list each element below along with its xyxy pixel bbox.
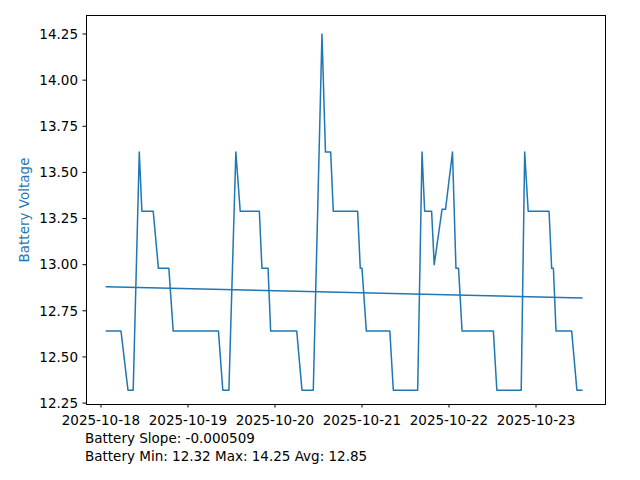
x-tick-label: 2025-10-21 xyxy=(323,412,401,428)
y-tick-label: 12.50 xyxy=(39,349,78,365)
voltage-line xyxy=(106,34,582,390)
trend-line xyxy=(106,287,582,298)
y-axis-label: Battery Voltage xyxy=(16,158,32,263)
battery-voltage-chart: 2025-10-18 2025-10-19 2025-10-20 2025-10-21… xyxy=(0,0,640,480)
y-tick-label: 13.75 xyxy=(39,118,78,134)
y-tick-label: 13.25 xyxy=(39,210,78,226)
x-tick-label: 2025-10-20 xyxy=(236,412,314,428)
x-tick-label: 2025-10-19 xyxy=(149,412,227,428)
x-tick-label: 2025-10-22 xyxy=(410,412,488,428)
y-tick-label: 13.00 xyxy=(39,256,78,272)
chart-canvas: 2025-10-18 2025-10-19 2025-10-20 2025-10-21… xyxy=(0,0,640,480)
plot-frame xyxy=(86,15,605,404)
slope-annotation: Battery Slope: -0.000509 xyxy=(85,430,255,446)
y-tick-label: 13.50 xyxy=(39,164,78,180)
x-tick-label: 2025-10-23 xyxy=(497,412,575,428)
y-tick-label: 14.00 xyxy=(39,72,78,88)
y-tick-label: 12.25 xyxy=(39,395,78,411)
y-tick-label: 14.25 xyxy=(39,26,78,42)
x-tick-label: 2025-10-18 xyxy=(62,412,140,428)
stats-annotation: Battery Min: 12.32 Max: 14.25 Avg: 12.85 xyxy=(85,448,367,464)
y-tick-label: 12.75 xyxy=(39,303,78,319)
